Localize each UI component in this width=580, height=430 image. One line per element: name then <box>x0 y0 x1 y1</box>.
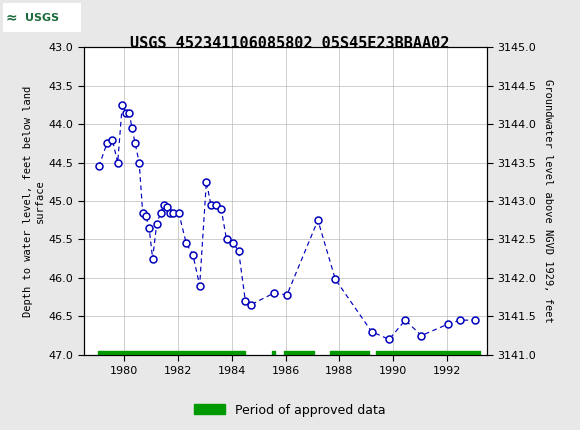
Y-axis label: Depth to water level, feet below land
surface: Depth to water level, feet below land su… <box>23 86 45 316</box>
FancyBboxPatch shape <box>3 3 81 32</box>
Text: USGS: USGS <box>25 12 59 23</box>
Y-axis label: Groundwater level above NGVD 1929, feet: Groundwater level above NGVD 1929, feet <box>543 79 553 323</box>
Text: USGS 452341106085802 05S45E23BBAA02: USGS 452341106085802 05S45E23BBAA02 <box>130 37 450 51</box>
Legend: Period of approved data: Period of approved data <box>189 399 391 421</box>
Text: ≈: ≈ <box>6 10 17 24</box>
